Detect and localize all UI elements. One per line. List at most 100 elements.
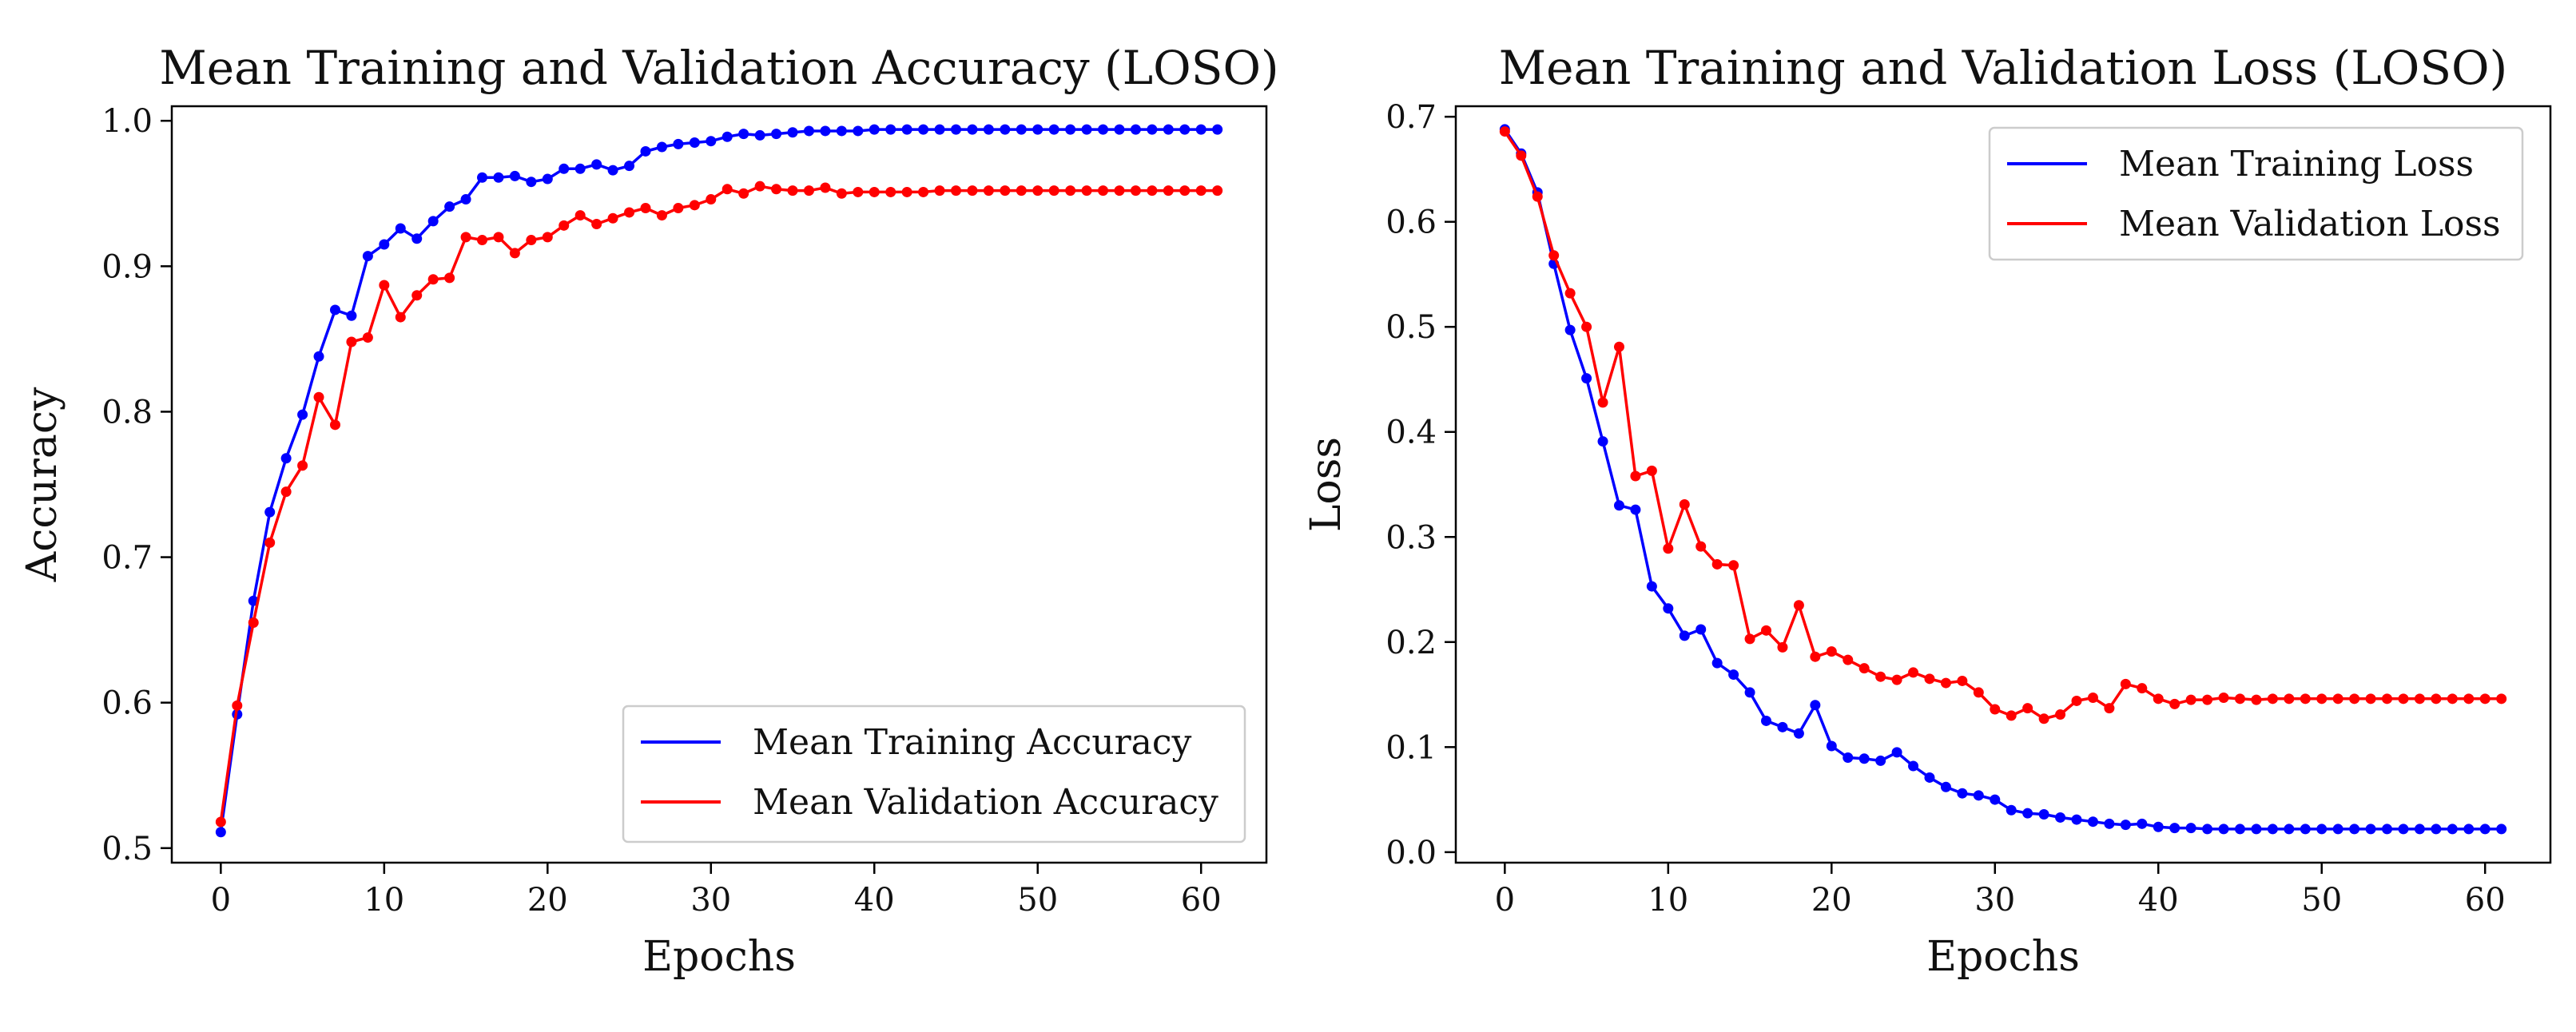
data-point	[2153, 821, 2164, 832]
data-point	[2137, 818, 2148, 829]
y-tick-label: 0.2	[1385, 625, 1437, 661]
data-point	[2251, 824, 2262, 835]
data-point	[2349, 693, 2360, 705]
data-point	[264, 506, 276, 518]
data-point	[2055, 709, 2066, 720]
data-point	[624, 207, 635, 218]
data-point	[346, 336, 357, 347]
x-tick-label: 60	[2465, 882, 2506, 919]
data-point	[803, 185, 814, 196]
data-point	[2202, 824, 2213, 835]
data-point	[1065, 185, 1076, 196]
data-point	[722, 131, 733, 142]
data-point	[2496, 824, 2507, 835]
data-point	[2479, 693, 2491, 705]
data-point	[2284, 824, 2295, 835]
data-point	[395, 312, 406, 323]
data-point	[1728, 669, 1739, 681]
data-point	[2365, 693, 2376, 705]
data-point	[1147, 124, 1158, 135]
data-point	[215, 827, 226, 838]
data-point	[869, 186, 880, 197]
series-mean-validation-accuracy	[215, 181, 1223, 828]
data-point	[2006, 710, 2017, 721]
y-tick-label: 0.5	[101, 831, 153, 867]
data-point	[885, 124, 896, 135]
data-point	[2365, 824, 2376, 835]
data-point	[2463, 824, 2475, 835]
data-point	[1891, 747, 1902, 758]
y-tick-label: 0.4	[1385, 415, 1437, 451]
data-point	[901, 186, 912, 197]
data-point	[280, 453, 292, 464]
data-point	[248, 617, 259, 629]
data-point	[280, 486, 292, 498]
data-point	[2169, 698, 2180, 709]
y-tick-label: 0.8	[101, 394, 153, 431]
legend-box	[1988, 126, 2524, 261]
x-axis-label: Epochs	[642, 933, 796, 981]
data-point	[1711, 558, 1723, 570]
y-tick-label: 0.1	[1385, 729, 1437, 766]
data-point	[803, 125, 814, 137]
data-point	[607, 165, 618, 176]
data-point	[215, 816, 226, 828]
data-point	[1597, 397, 1608, 408]
y-tick-label: 0.9	[101, 248, 153, 285]
data-point	[493, 232, 504, 243]
data-point	[2022, 703, 2033, 714]
data-point	[1581, 321, 1592, 332]
data-point	[1957, 675, 1968, 686]
data-point	[2120, 678, 2131, 689]
data-point	[1098, 124, 1109, 135]
data-point	[1065, 124, 1076, 135]
data-point	[2087, 816, 2098, 828]
data-point	[983, 124, 994, 135]
data-point	[264, 537, 276, 548]
series-mean-validation-loss	[1499, 126, 2507, 724]
data-point	[2185, 823, 2196, 834]
data-point	[559, 220, 570, 231]
data-point	[1000, 185, 1011, 196]
data-point	[1695, 624, 1707, 635]
data-point	[1016, 185, 1027, 196]
data-point	[1532, 191, 1543, 202]
data-point	[1564, 288, 1576, 299]
data-point	[2006, 804, 2017, 816]
data-point	[444, 272, 455, 284]
x-tick-label: 20	[1811, 882, 1852, 919]
data-point	[526, 177, 537, 188]
data-point	[526, 235, 537, 246]
data-point	[1130, 124, 1141, 135]
data-point	[1940, 781, 1951, 792]
data-point	[950, 185, 961, 196]
data-point	[656, 210, 667, 221]
data-point	[1663, 543, 1674, 554]
data-point	[2071, 695, 2082, 706]
data-point	[329, 304, 340, 316]
data-point	[2202, 694, 2213, 705]
data-point	[1858, 753, 1870, 764]
data-point	[379, 280, 390, 291]
data-point	[1195, 185, 1207, 196]
data-point	[1711, 657, 1723, 669]
legend-label: Mean Training Accuracy	[753, 722, 1192, 763]
data-point	[1179, 185, 1191, 196]
data-point	[1908, 760, 1919, 772]
data-point	[2153, 693, 2164, 705]
data-point	[444, 201, 455, 212]
data-point	[2447, 693, 2458, 705]
data-point	[2414, 824, 2425, 835]
data-point	[2316, 693, 2328, 705]
data-point	[2447, 824, 2458, 835]
data-point	[1516, 150, 1527, 161]
data-point	[1597, 436, 1608, 447]
data-point	[1777, 721, 1788, 732]
data-point	[2185, 694, 2196, 705]
data-point	[1130, 185, 1141, 196]
data-point	[640, 145, 651, 157]
data-point	[754, 129, 765, 141]
data-point	[427, 274, 439, 285]
data-point	[1679, 498, 1690, 510]
